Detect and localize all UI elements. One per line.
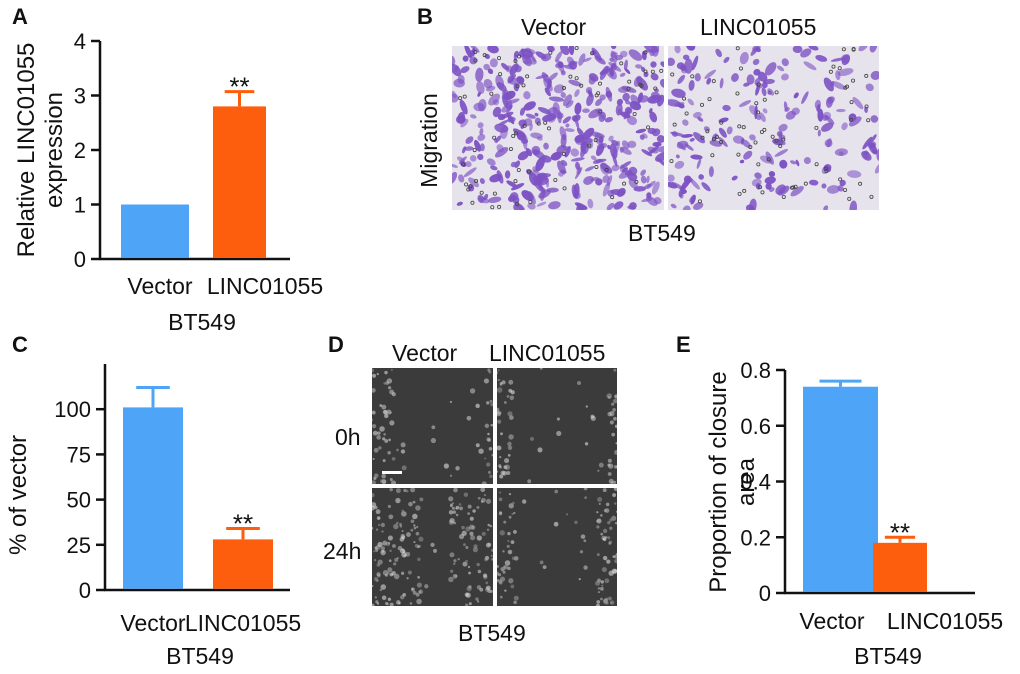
group-label: BT549 (166, 643, 234, 669)
y-tick-label: 4 (74, 29, 86, 54)
y-tick-label: 75 (67, 442, 91, 467)
y-tick-label: 25 (67, 533, 91, 558)
chart-e: 0 0.2 0.4 0.6 0.8 ** Vector LINC01055 BT549 Propo… (705, 358, 1003, 669)
bar-vector (803, 386, 878, 592)
panel-b-col2-label: LINC01055 (700, 14, 817, 40)
significance-label: ** (233, 509, 253, 539)
y-axis-label: % of vector (5, 435, 32, 555)
migration-image-vector (452, 46, 664, 210)
migration-image-linc01055 (668, 46, 879, 210)
y-axis-label: Proportion of closurearea (705, 371, 760, 592)
wound-image-linc01055-0h (497, 368, 617, 484)
y-tick-label: 50 (67, 488, 91, 513)
y-tick-label: 100 (54, 397, 91, 422)
wound-image-vector-0h (372, 368, 493, 484)
group-label: BT549 (168, 309, 236, 330)
panel-d-caption: BT549 (458, 620, 526, 646)
y-tick-label: 0.6 (740, 414, 771, 439)
image-background (497, 488, 617, 606)
chart-c: 0 25 50 75 100 ** Vector LINC01055 BT549 % of vec… (5, 364, 301, 669)
category-label: Vector (799, 608, 865, 634)
bar-linc01055 (873, 542, 927, 592)
significance-label: ** (890, 517, 910, 547)
panel-label-a: A (12, 4, 28, 29)
chart-a: 0 1 2 3 4 ** Vector LINC01055 BT549 Relative LINC… (13, 29, 323, 330)
y-tick-label: 0.8 (740, 358, 771, 383)
y-tick-label: 0 (79, 578, 91, 603)
panel-d-col1-label: Vector (392, 340, 458, 366)
panel-label-b: B (417, 4, 433, 29)
category-label: LINC01055 (185, 610, 301, 636)
category-label: LINC01055 (207, 273, 323, 299)
bar-vector (121, 204, 189, 258)
panel-label-c: C (12, 332, 28, 357)
bar-linc01055 (213, 106, 266, 258)
wound-image-linc01055-24h (497, 488, 617, 606)
y-axis-label: Relative LINC01055expression (13, 43, 68, 258)
panel-b-caption: BT549 (628, 220, 696, 246)
y-tick-label: 0.2 (740, 525, 771, 550)
panel-label-d: D (328, 332, 344, 357)
category-label: LINC01055 (887, 608, 1003, 634)
y-tick-label: 1 (74, 193, 86, 218)
panel-label-e: E (676, 332, 691, 357)
bar-linc01055 (213, 539, 273, 589)
bar-vector (123, 407, 183, 589)
image-background (372, 488, 493, 606)
category-label: Vector (127, 273, 193, 299)
y-tick-label: 3 (74, 84, 86, 109)
wound-image-vector-24h (372, 488, 493, 606)
panel-d-row1-label: 0h (335, 424, 361, 450)
group-label: BT549 (854, 643, 922, 669)
y-tick-label: 0 (74, 247, 86, 272)
panel-d-row2-label: 24h (323, 538, 362, 564)
y-tick-label: 2 (74, 138, 86, 163)
image-background (497, 368, 617, 484)
y-tick-label: 0 (759, 581, 771, 606)
panel-b-col1-label: Vector (521, 14, 587, 40)
scale-bar (382, 471, 402, 474)
panel-d-col2-label: LINC01055 (489, 340, 606, 366)
y-tick-label: 0.4 (740, 470, 771, 495)
panel-b-row-label: Migration (415, 93, 442, 188)
significance-label: ** (229, 72, 249, 102)
category-label: Vector (120, 610, 186, 636)
